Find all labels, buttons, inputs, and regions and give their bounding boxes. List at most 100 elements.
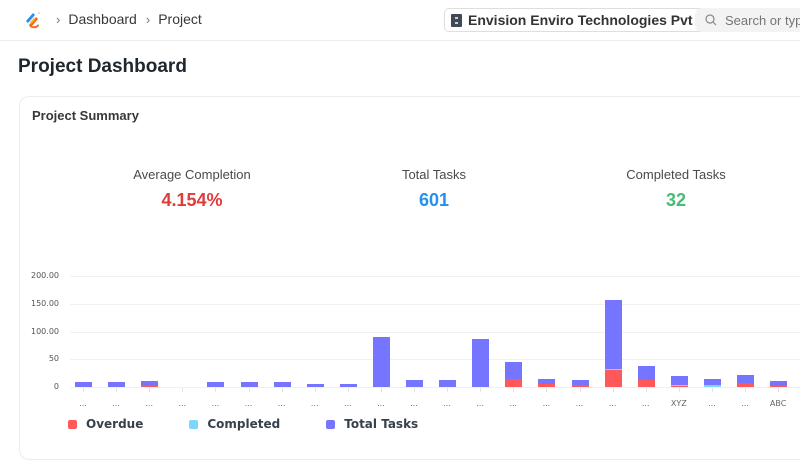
bar[interactable] [637,365,655,387]
bar-segment-overdue [505,378,523,387]
project-summary-card: Project Summary Average Completion 4.154… [19,96,800,460]
building-icon [451,13,462,27]
bar-segment-total-tasks [439,379,457,387]
x-axis-tick [579,388,581,392]
bar[interactable] [339,384,357,387]
bar[interactable] [770,380,788,387]
bar[interactable] [604,299,622,387]
bar-segment-overdue [141,386,159,387]
bar[interactable] [306,384,324,387]
x-axis-tick-label: ... [410,399,418,408]
bar-segment-total-tasks [273,382,291,387]
legend-swatch [326,419,336,429]
x-axis-tick-label: ... [244,399,253,408]
x-axis-tick [149,388,151,392]
legend-item-overdue[interactable]: Overdue [68,417,143,431]
bar[interactable] [141,381,159,387]
x-axis-tick-label: ... [641,399,650,408]
search-input[interactable] [725,12,800,28]
breadcrumb-dashboard[interactable]: Dashboard [68,11,137,27]
x-axis-tick [83,388,84,392]
chevron-right-icon: › [145,11,151,27]
x-axis-tick [314,388,316,392]
x-axis-tick-label: ... [443,399,451,408]
x-axis-tick [778,388,780,392]
x-axis-tick [414,388,415,392]
y-axis-tick-label: 200.00 [31,271,59,280]
bar-segment-total-tasks [75,382,92,387]
bar-segment-total-tasks [571,380,589,386]
x-axis-tick [546,388,548,392]
gridline [70,387,800,388]
legend-item-total-tasks[interactable]: Total Tasks [326,417,418,431]
x-axis-tick-label: ... [79,399,87,408]
x-axis-tick [480,388,482,392]
bar[interactable] [505,362,523,387]
bar[interactable] [439,379,457,387]
bar[interactable] [406,379,423,387]
navbar: › Dashboard › Project Envision Enviro Te… [0,0,800,41]
x-axis-tick-label: XYZ [670,399,687,408]
bar[interactable] [571,380,589,387]
x-axis-tick [447,388,449,392]
stat-label: Completed Tasks [626,167,726,182]
x-axis-tick-label: ... [476,399,484,408]
bar-segment-total-tasks [604,299,622,369]
x-axis-tick [248,388,250,392]
company-name: Envision Enviro Technologies Pvt Ltd [468,12,719,28]
bar[interactable] [703,379,721,387]
search-bar[interactable] [695,8,800,32]
bar-segment-total-tasks [108,382,126,387]
gridline [70,276,800,277]
gridline [70,359,800,361]
bar-segment-total-tasks [770,380,788,387]
x-axis-tick [380,388,382,392]
x-axis-tick-label: ... [277,399,286,408]
x-axis-tick [281,388,283,392]
x-axis-tick [215,388,217,392]
bar[interactable] [372,337,390,387]
company-switcher[interactable]: Envision Enviro Technologies Pvt Ltd [444,8,726,32]
breadcrumb-project[interactable]: Project [158,11,202,27]
bar-segment-overdue [737,383,754,387]
x-axis-tick-label: ABC [769,399,787,408]
x-axis-tick [182,388,184,392]
search-icon [705,14,717,26]
stat-value: 32 [665,190,687,210]
bar[interactable] [273,382,291,387]
bar-segment-total-tasks [207,382,225,387]
app-logo-icon[interactable] [22,9,42,31]
stacked-bar-chart: 0 50 100.00 150.00 200.00...................… [20,257,800,457]
y-axis-tick-label: 50 [48,354,59,364]
legend-label: Total Tasks [344,417,419,431]
bar[interactable] [670,376,688,387]
bar-segment-total-tasks [505,362,523,379]
x-axis-tick [645,388,647,392]
gridline [70,303,800,305]
bar[interactable] [538,378,556,387]
bar-segment-total-tasks [670,376,688,385]
chart-legend: Overdue Completed Total Tasks [68,417,464,431]
stat-completed-tasks: Completed Tasks 32 [576,167,776,211]
bar-segment-total-tasks [141,381,159,387]
bar-segment-total-tasks [306,384,324,387]
bar[interactable] [207,382,225,387]
x-axis-tick-label: ... [741,399,749,408]
bar[interactable] [737,375,754,387]
bar-segment-overdue [571,385,589,387]
x-axis-tick-label: ... [608,399,617,408]
bar[interactable] [108,382,126,387]
x-axis-tick [711,388,713,392]
x-axis-tick-label: ... [509,399,518,408]
legend-item-completed[interactable]: Completed [189,417,280,431]
x-axis-tick-label: ... [575,399,584,408]
bar[interactable] [75,382,92,387]
bar[interactable] [472,339,490,387]
bar-segment-total-tasks [406,379,423,387]
legend-label: Overdue [86,417,144,431]
x-axis-tick-label: ... [178,399,187,408]
stat-total-tasks: Total Tasks 601 [334,167,534,211]
x-axis-tick-label: ... [708,399,716,408]
x-axis-tick [612,388,614,392]
bar[interactable] [240,382,258,387]
